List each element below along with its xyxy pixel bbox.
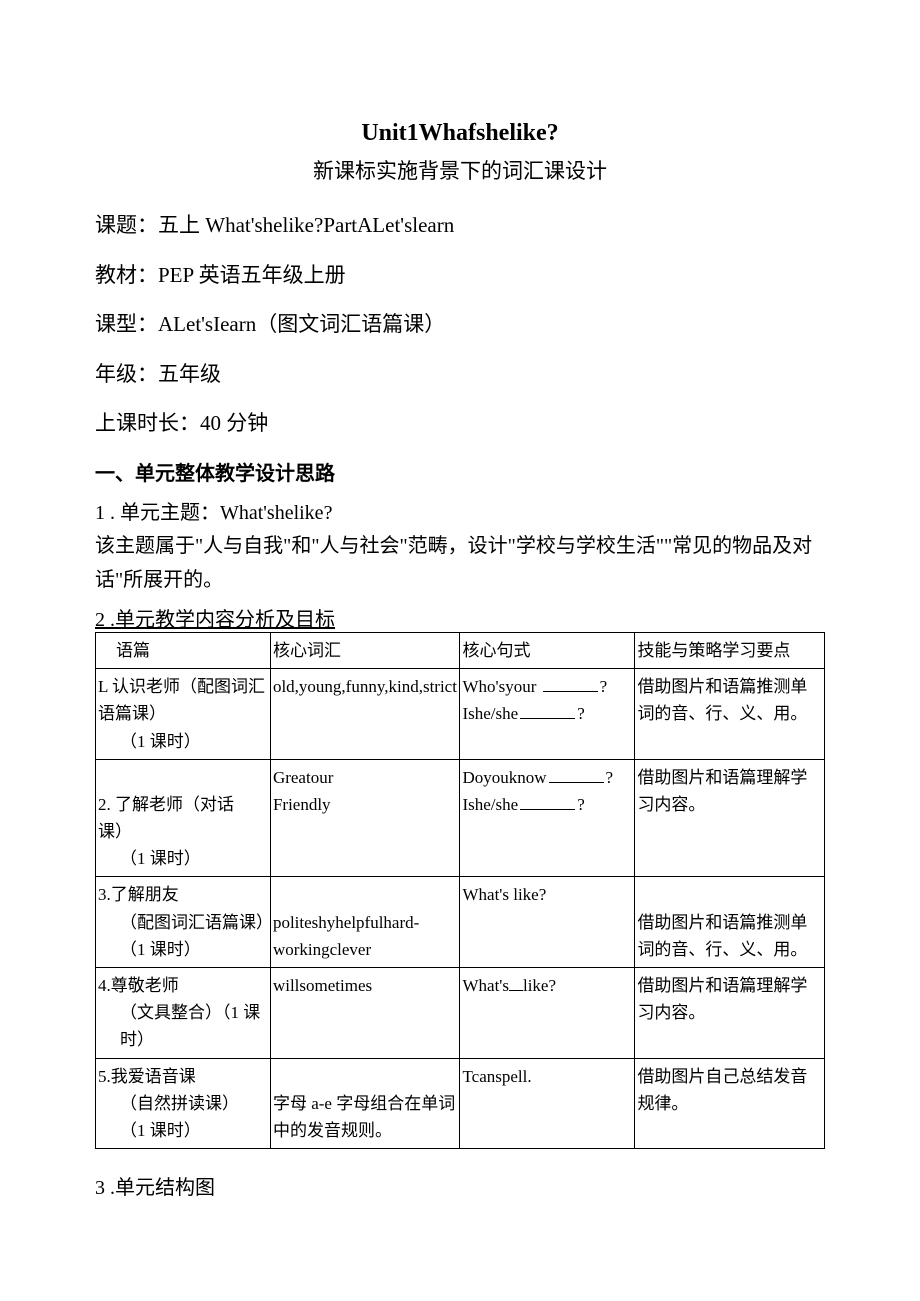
cell-4-3: What'slike? [460, 968, 635, 1059]
r5-vocab: 字母 a-e 字母组合在单词中的发音规则。 [273, 1094, 455, 1140]
cell-3-4: 借助图片和语篇推测单词的音、行、义、用。 [635, 877, 825, 968]
item1-heading: 1 . 单元主题：What'shelike? [95, 496, 825, 525]
grade-label: 年级： [95, 362, 158, 386]
cell-1-3: Who'syour ? Ishe/she? [460, 669, 635, 760]
table-row: 2. 了解老师（对话课） （1 课时） GreatourFriendly Doy… [96, 759, 825, 877]
row3-line3: （1 课时） [98, 936, 201, 963]
table-row: 3.了解朋友 （配图词汇语篇课） （1 课时） politeshyhelpful… [96, 877, 825, 968]
th-2: 核心词汇 [270, 632, 460, 668]
blank [509, 975, 523, 991]
row4-line1: 4.尊敬老师 [98, 976, 179, 995]
row5-line1: 5.我爱语音课 [98, 1067, 196, 1086]
cell-4-1: 4.尊敬老师 （文具整合）（1 课 时） [96, 968, 271, 1059]
r1-pattern2: Ishe/she [462, 704, 518, 723]
section1-heading: 一、单元整体教学设计思路 [95, 457, 825, 486]
th-3: 核心句式 [460, 632, 635, 668]
type-label: 课型： [95, 312, 158, 336]
row5-line2: （自然拼读课） [98, 1090, 239, 1117]
th-4: 技能与策略学习要点 [635, 632, 825, 668]
item2-heading: 2 .单元教学内容分析及目标 [95, 603, 825, 632]
page: Unit1Whafshelike? 新课标实施背景下的词汇课设计 课题：五上 W… [0, 0, 920, 1260]
cell-2-1: 2. 了解老师（对话课） （1 课时） [96, 759, 271, 877]
cell-1-1: L 认识老师（配图词汇 语篇课） （1 课时） [96, 669, 271, 760]
grade-value: 五年级 [158, 362, 221, 386]
r2-pattern2: Ishe/she [462, 795, 518, 814]
row4-line2: （文具整合）（1 课 [98, 999, 260, 1026]
meta-topic: 课题：五上 What'shelike?PartALet'slearn [95, 209, 825, 243]
duration-label: 上课时长： [95, 411, 200, 435]
cell-5-2: 字母 a-e 字母组合在单词中的发音规则。 [270, 1058, 460, 1149]
doc-subtitle: 新课标实施背景下的词汇课设计 [95, 155, 825, 185]
r3-vocab: politeshyhelpfulhard-workingclever [273, 913, 419, 959]
blank [520, 703, 575, 719]
row3-line1: 3.了解朋友 [98, 885, 179, 904]
r2-pattern1: Doyouknow [462, 768, 546, 787]
item3-heading: 3 .单元结构图 [95, 1171, 825, 1200]
row1-line2: 语篇课） [98, 704, 166, 723]
row1-line1: L 认识老师（配图词汇 [98, 677, 265, 696]
row4-line3: 时） [98, 1026, 154, 1053]
table-row: 4.尊敬老师 （文具整合）（1 课 时） willsometimes What'… [96, 968, 825, 1059]
type-value: ALet'sIearn（图文词汇语篇课） [158, 312, 445, 336]
row3-line2: （配图词汇语篇课） [98, 909, 268, 936]
duration-value: 40 分钟 [200, 411, 268, 435]
blank [549, 766, 604, 782]
cell-3-3: What's like? [460, 877, 635, 968]
meta-textbook: 教材：PEP 英语五年级上册 [95, 259, 825, 293]
blank [520, 794, 575, 810]
table-row: L 认识老师（配图词汇 语篇课） （1 课时） old,young,funny,… [96, 669, 825, 760]
meta-type: 课型：ALet'sIearn（图文词汇语篇课） [95, 308, 825, 342]
meta-grade: 年级：五年级 [95, 358, 825, 392]
unit-plan-table: 语篇 核心词汇 核心句式 技能与策略学习要点 L 认识老师（配图词汇 语篇课） … [95, 632, 825, 1149]
row2-line3: （1 课时） [98, 845, 201, 872]
textbook-label: 教材： [95, 263, 158, 287]
cell-1-2: old,young,funny,kind,strict [270, 669, 460, 760]
th-1: 语篇 [96, 632, 271, 668]
cell-1-4: 借助图片和语篇推测单词的音、行、义、用。 [635, 669, 825, 760]
table-row: 5.我爱语音课 （自然拼读课） （1 课时） 字母 a-e 字母组合在单词中的发… [96, 1058, 825, 1149]
item1-paragraph: 该主题属于"人与自我"和"人与社会"范畴，设计"学校与学校生活""常见的物品及对… [95, 529, 825, 597]
cell-3-1: 3.了解朋友 （配图词汇语篇课） （1 课时） [96, 877, 271, 968]
meta-duration: 上课时长：40 分钟 [95, 407, 825, 441]
blank [543, 676, 598, 692]
cell-5-3: Tcanspell. [460, 1058, 635, 1149]
r3-skill: 借助图片和语篇推测单词的音、行、义、用。 [637, 913, 807, 959]
topic-label: 课题： [95, 213, 158, 237]
cell-3-2: politeshyhelpfulhard-workingclever [270, 877, 460, 968]
row5-line3: （1 课时） [98, 1117, 201, 1144]
row2-line1: 2. 了解老师（对话课） [98, 795, 234, 841]
cell-5-4: 借助图片自己总结发音规律。 [635, 1058, 825, 1149]
r1-pattern1: Who'syour [462, 677, 536, 696]
row1-line3: （1 课时） [98, 728, 201, 755]
cell-5-1: 5.我爱语音课 （自然拼读课） （1 课时） [96, 1058, 271, 1149]
cell-2-2: GreatourFriendly [270, 759, 460, 877]
cell-4-2: willsometimes [270, 968, 460, 1059]
cell-4-4: 借助图片和语篇理解学习内容。 [635, 968, 825, 1059]
topic-value: 五上 What'shelike?PartALet'slearn [158, 213, 454, 237]
table-header-row: 语篇 核心词汇 核心句式 技能与策略学习要点 [96, 632, 825, 668]
cell-2-3: Doyouknow? Ishe/she? [460, 759, 635, 877]
cell-2-4: 借助图片和语篇理解学习内容。 [635, 759, 825, 877]
doc-title: Unit1Whafshelike? [95, 120, 825, 147]
textbook-value: PEP 英语五年级上册 [158, 263, 346, 287]
